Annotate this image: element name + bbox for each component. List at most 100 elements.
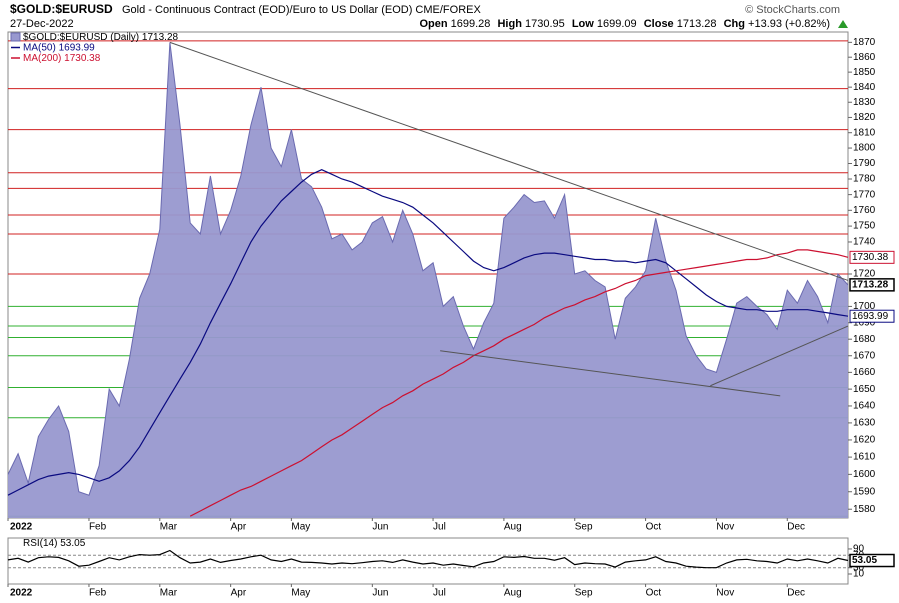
quote-name: Low [572,18,594,30]
area-fill [8,42,848,519]
quote: Open 1699.28 High 1730.95 Low 1699.09 Cl… [419,18,830,30]
trendline [169,41,849,281]
y-tick-label: 1850 [853,67,876,78]
rsi-panel [7,537,849,585]
x-tick-label: Sep [575,588,593,599]
y-tick-label: 1750 [853,221,876,232]
quote-value: 1730.95 [525,18,565,30]
x-tick-label: Feb [89,588,107,599]
up-arrow [838,20,848,28]
y-tick-label: 1600 [853,469,876,480]
legend-name: MA(200) [23,53,61,64]
y-tick-label: 1650 [853,384,876,395]
x-tick-label: Oct [646,588,662,599]
y-tick-label: 1780 [853,174,876,185]
x-tick-label: Jun [372,522,388,533]
symbol: $GOLD:$EURUSD [10,2,113,16]
x-tick-label: Apr [231,522,247,533]
y-tick-label: 1610 [853,452,876,463]
y-tick-label: 1670 [853,350,876,361]
legend-entry: MA(200) 1730.38 [23,53,101,64]
x-tick-label: Mar [160,588,178,599]
quote-name: Close [644,18,674,30]
quote-pct: (+0.82%) [785,18,830,30]
y-tick-label: 1660 [853,367,876,378]
x-tick-label: Sep [575,522,593,533]
y-tick-label: 1720 [853,269,876,280]
date: 27-Dec-2022 [10,18,74,30]
x-tick-label: Mar [160,522,178,533]
trendline [440,350,781,397]
legend-name: RSI(14) [23,538,57,549]
quote-name: High [497,18,522,30]
y-tick-label: 1830 [853,97,876,108]
quote-value: +13.93 [748,18,782,30]
x-tick-label: Aug [504,522,522,533]
trendline [710,325,849,387]
y-tick-label: 1740 [853,237,876,248]
y-tick-label: 1770 [853,189,876,200]
quote-value: 1699.28 [451,18,491,30]
legend-value: 1730.38 [64,53,101,64]
x-tick-label: Dec [787,522,805,533]
quote-value: 1699.09 [597,18,637,30]
description: Gold - Continuous Contract (EOD)/Euro to… [122,4,481,16]
value-box [849,309,895,323]
value-box-label: 1730.38 [852,252,889,263]
y-tick-label: 1580 [853,504,876,515]
value-box-label: 1693.99 [852,311,889,322]
x-tick-label: Jun [372,588,388,599]
x-tick-label: Jul [433,522,446,533]
x-tick-label: 2022 [10,522,33,533]
y-tick-label: 1680 [853,334,876,345]
x-tick-label: Jul [433,588,446,599]
value-box-label: 53.05 [852,555,877,566]
y-tick-label: 1820 [853,112,876,123]
legend-value: 1693.99 [59,42,96,53]
legend-value: 53.05 [60,538,85,549]
legend-value: 1713.28 [142,32,179,43]
quote-value: 1713.28 [677,18,717,30]
plot [7,40,849,519]
x-tick-label: Nov [716,588,734,599]
x-tick-label: Dec [787,588,805,599]
y-tick-label: 1810 [853,127,876,138]
x-tick-label: May [291,588,310,599]
y-tick-label: 1690 [853,317,876,328]
y-tick-label: 1630 [853,418,876,429]
x-tick-label: Oct [646,522,662,533]
x-tick-label: Aug [504,588,522,599]
x-tick-label: Feb [89,522,107,533]
y-tick-label: 1640 [853,401,876,412]
legend-swatch [10,32,21,42]
series-line [7,169,849,496]
legend-entry: RSI(14) 53.05 [23,538,86,549]
y-tick-label: 10 [853,569,865,580]
value-box [849,250,895,264]
y-tick-label: 1760 [853,205,876,216]
quote-name: Chg [724,18,745,30]
source: © StockCharts.com [745,4,840,16]
y-tick-label: 90 [853,544,865,555]
y-tick-label: 1800 [853,143,876,154]
series-line [7,549,849,569]
y-tick-label: 1590 [853,486,876,497]
legend-entry: $GOLD:$EURUSD (Daily) 1713.28 [23,32,179,43]
y-tick-label: 30 [853,562,865,573]
x-tick-label: May [291,522,310,533]
legend-name: MA(50) [23,42,56,53]
y-tick-label: 1790 [853,158,876,169]
y-tick-label: 1860 [853,52,876,63]
y-tick-label: 1840 [853,82,876,93]
y-tick-label: 1620 [853,435,876,446]
plot [7,549,849,569]
x-tick-label: Nov [716,522,734,533]
x-tick-label: Apr [231,588,247,599]
legend-name: $GOLD:$EURUSD (Daily) [23,32,139,43]
y-tick-label: 1700 [853,301,876,312]
legend-entry: MA(50) 1693.99 [23,42,95,53]
x-tick-label: 2022 [10,588,33,599]
area-line [7,42,849,496]
y-tick-label: 1870 [853,37,876,48]
